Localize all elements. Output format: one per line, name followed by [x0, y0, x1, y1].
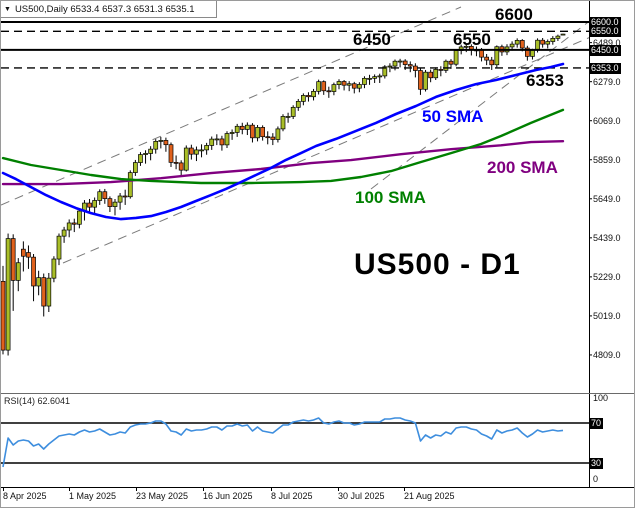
level-label-6353: 6353	[526, 71, 564, 90]
rsi-axis-label: 0	[593, 474, 599, 484]
date-label: 30 Jul 2025	[338, 491, 385, 501]
symbol-watermark: US500 - D1	[354, 248, 521, 281]
rsi-pane[interactable]	[1, 417, 589, 468]
price-axis-tag: 6600.0	[590, 17, 621, 28]
price-axis-label: 6489.0	[593, 38, 621, 48]
price-axis-label: 6279.0	[593, 77, 621, 87]
date-label: 23 May 2025	[136, 491, 189, 501]
price-axis[interactable]	[590, 1, 634, 488]
price-axis-label: 4809.0	[593, 350, 621, 360]
date-label: 8 Apr 2025	[3, 491, 47, 501]
price-axis-tag: 6450.0	[590, 45, 621, 56]
date-label: 16 Jun 2025	[203, 491, 253, 501]
symbol-ohlc-title: US500,Daily 6533.4 6537.3 6531.3 6535.1	[14, 3, 195, 15]
rsi-line	[2, 417, 564, 468]
rsi-indicator-header: RSI(14) 62.6041	[4, 396, 71, 406]
rsi-axis-tag: 70	[590, 418, 604, 429]
price-axis-label: 6069.0	[593, 116, 621, 126]
trendline[interactable]	[1, 6, 462, 206]
main-pane[interactable]	[1, 3, 613, 356]
date-label: 21 Aug 2025	[404, 491, 455, 501]
trendline[interactable]	[62, 36, 593, 264]
level-label-6450: 6450	[353, 30, 391, 49]
sma50-label: 50 SMA	[422, 107, 484, 126]
trendline[interactable]	[370, 3, 613, 190]
sma-line	[1, 62, 565, 221]
sma100-label: 100 SMA	[355, 188, 426, 207]
rsi-axis-tag: 30	[590, 458, 604, 469]
price-axis-label: 5019.0	[593, 311, 621, 321]
level-label-6600: 6600	[495, 5, 533, 24]
date-label: 8 Jul 2025	[271, 491, 313, 501]
symbol-info-bar: ▼ US500,Daily 6533.4 6537.3 6531.3 6535.…	[1, 1, 217, 18]
candles	[1, 33, 566, 356]
collapse-ohlc-icon[interactable]: ▼	[4, 5, 11, 13]
price-axis-tag: 6550.0	[590, 26, 621, 37]
sma-line	[1, 139, 565, 186]
sma-line	[1, 108, 565, 185]
rsi-axis-label: 100	[593, 393, 609, 403]
price-axis-tag: 6353.0	[590, 63, 621, 74]
price-axis-label: 5859.0	[593, 155, 621, 165]
price-axis-label: 5649.0	[593, 194, 621, 204]
price-axis-label: 5229.0	[593, 272, 621, 282]
date-label: 1 May 2025	[69, 491, 117, 501]
level-label-6550: 6550	[453, 30, 491, 49]
sma200-label: 200 SMA	[487, 158, 558, 177]
price-axis-label: 5439.0	[593, 233, 621, 243]
